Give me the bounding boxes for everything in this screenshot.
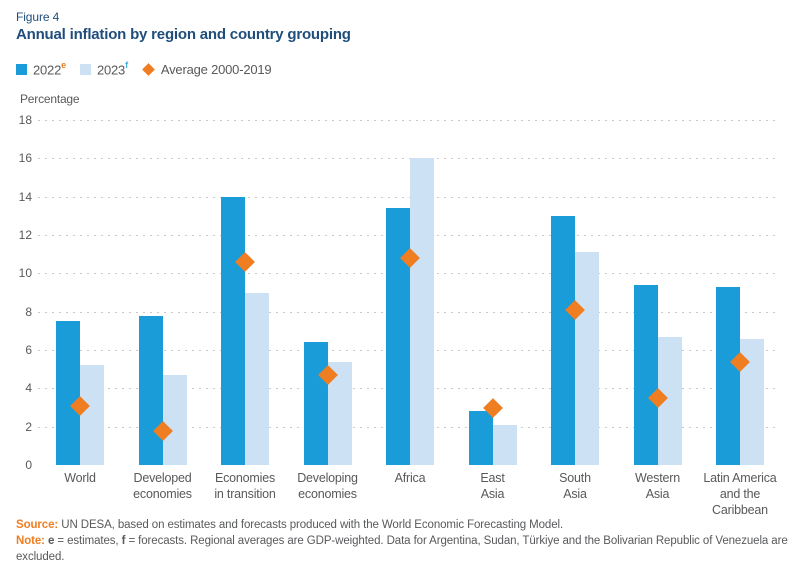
x-axis-category-label: East Asia bbox=[438, 470, 548, 502]
x-axis-category-line: economies bbox=[298, 487, 357, 501]
x-axis-category-line: Africa bbox=[394, 471, 426, 485]
x-axis-category-label: Developing economies bbox=[273, 470, 383, 502]
note-segment: = forecasts. Regional averages are GDP-w… bbox=[16, 535, 788, 563]
gridline bbox=[38, 196, 778, 198]
bar-2022 bbox=[56, 321, 80, 465]
y-axis-tick-label: 0 bbox=[25, 458, 32, 472]
y-axis-unit-label: Percentage bbox=[20, 92, 80, 106]
legend-item-average: Average 2000-2019 bbox=[142, 62, 272, 77]
y-axis-tick-label: 18 bbox=[18, 113, 32, 127]
bar-2023 bbox=[162, 374, 187, 465]
legend-label-2023: 2023f bbox=[96, 59, 128, 78]
note-term: e bbox=[48, 535, 55, 547]
legend-swatch-2023-icon bbox=[79, 63, 91, 75]
source-label: Source: bbox=[16, 519, 59, 531]
note-text: e = estimates, f = forecasts. Regional a… bbox=[16, 535, 788, 563]
x-axis-category-line: Western bbox=[635, 471, 680, 485]
note-line: Note: e = estimates, f = forecasts. Regi… bbox=[16, 533, 788, 565]
note-segment: = estimates, bbox=[54, 535, 122, 547]
bar-2023 bbox=[245, 292, 269, 465]
x-axis-category-line: economies bbox=[133, 487, 192, 501]
x-axis-category-line: in transition bbox=[214, 487, 276, 501]
bar-2023 bbox=[492, 424, 517, 465]
x-axis-category-line: Developed bbox=[133, 471, 192, 485]
chart-legend: 2022e 2023f Average 2000-2019 bbox=[16, 59, 272, 78]
y-axis-tick-label: 2 bbox=[25, 419, 32, 434]
gridline bbox=[38, 158, 778, 160]
y-axis-tick-label: 4 bbox=[25, 381, 32, 396]
gridline bbox=[38, 120, 778, 121]
x-axis-category-line: Asia bbox=[563, 487, 587, 501]
bar-2022 bbox=[386, 208, 410, 465]
y-axis-tick-label: 10 bbox=[18, 266, 32, 281]
source-text: UN DESA, based on estimates and forecast… bbox=[61, 519, 564, 531]
bar-2023 bbox=[80, 365, 104, 465]
y-axis-tick-label: 6 bbox=[25, 343, 32, 357]
y-axis-tick-label: 14 bbox=[18, 189, 32, 204]
source-line: Source: UN DESA, based on estimates and … bbox=[16, 517, 788, 533]
x-axis-category-line: Developing bbox=[297, 471, 358, 485]
legend-label-2022: 2022e bbox=[33, 59, 66, 78]
chart-title: Annual inflation by region and country g… bbox=[16, 26, 351, 43]
x-axis-category-label: Latin America and the Caribbean bbox=[685, 470, 795, 518]
x-axis-category-line: Caribbean bbox=[712, 503, 768, 517]
x-axis-category-line: South bbox=[559, 471, 591, 485]
bar-2022 bbox=[221, 196, 245, 465]
note-label: Note: bbox=[16, 535, 45, 547]
legend-item-2023: 2023f bbox=[79, 59, 128, 78]
x-axis-category-label: Africa bbox=[355, 470, 465, 486]
bar-2022 bbox=[468, 411, 493, 465]
bar-2023 bbox=[575, 252, 599, 465]
x-axis-category-label: Developed economies bbox=[108, 470, 218, 502]
bar-2022 bbox=[138, 315, 163, 465]
bar-2022 bbox=[633, 284, 658, 465]
figure-number-label: Figure 4 bbox=[16, 10, 60, 24]
bar-2022 bbox=[551, 215, 575, 465]
legend-label-average: Average 2000-2019 bbox=[160, 61, 272, 77]
bar-2022 bbox=[716, 286, 740, 465]
x-axis-category-line: Latin America bbox=[703, 471, 777, 485]
estimate-superscript: e bbox=[61, 59, 66, 70]
x-axis-category-line: and the bbox=[719, 487, 761, 501]
x-axis-category-line: East bbox=[480, 471, 505, 485]
x-axis-category-line: Asia bbox=[645, 487, 670, 501]
y-axis-tick-label: 12 bbox=[18, 228, 32, 242]
forecast-superscript: f bbox=[125, 59, 128, 70]
y-axis-tick-label: 8 bbox=[25, 304, 32, 319]
bar-2023 bbox=[410, 158, 434, 465]
x-axis-category-line: Asia bbox=[480, 487, 505, 501]
x-axis-category-line: Economies bbox=[214, 471, 276, 485]
x-axis-category-label: South Asia bbox=[520, 470, 630, 502]
note-term: f bbox=[121, 535, 126, 547]
x-axis-category-label: Economies in transition bbox=[190, 470, 300, 502]
x-axis-category-label: World bbox=[25, 470, 135, 486]
x-axis-category-label: Western Asia bbox=[603, 470, 713, 502]
x-axis-category-line: World bbox=[64, 471, 96, 485]
chart-footer: Source: UN DESA, based on estimates and … bbox=[16, 517, 788, 565]
y-axis-tick-label: 16 bbox=[18, 151, 32, 166]
bar-2022 bbox=[303, 342, 328, 465]
legend-item-2022: 2022e bbox=[16, 59, 66, 78]
legend-swatch-2022-icon bbox=[16, 63, 27, 75]
